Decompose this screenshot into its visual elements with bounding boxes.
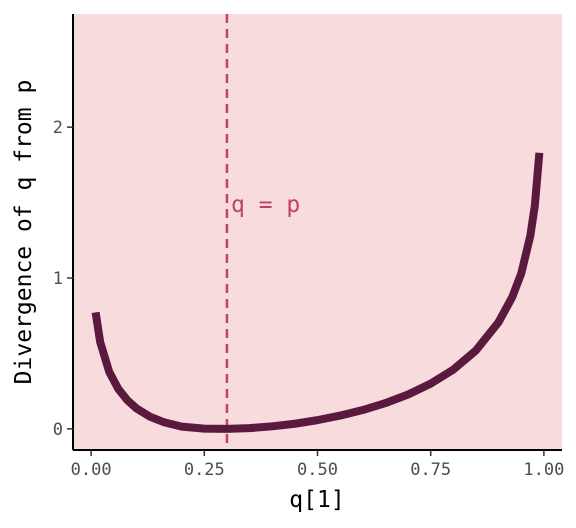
x-axis-title: q[1] xyxy=(289,487,344,513)
divergence-curve xyxy=(91,152,544,433)
plot-panel xyxy=(73,14,562,450)
x-tick-label: 0.75 xyxy=(410,460,451,480)
x-tick-label: 1.00 xyxy=(523,460,564,480)
chart-marks xyxy=(91,14,544,450)
x-tick-label: 0.50 xyxy=(297,460,338,480)
axis-ticks: 0.00 0.25 0.50 0.75 1.00 0 1 2 xyxy=(53,118,565,480)
x-tick-label: 0.25 xyxy=(184,460,225,480)
y-tick-label: 2 xyxy=(53,118,63,138)
y-axis-title: Divergence of q from p xyxy=(11,80,37,385)
vline-label: q = p xyxy=(231,192,300,218)
y-tick-label: 1 xyxy=(53,269,63,289)
y-tick-label: 0 xyxy=(53,420,63,440)
x-tick-label: 0.00 xyxy=(71,460,112,480)
